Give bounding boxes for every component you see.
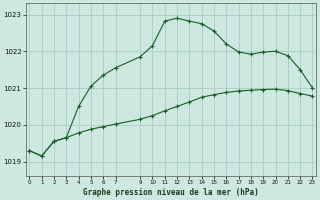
X-axis label: Graphe pression niveau de la mer (hPa): Graphe pression niveau de la mer (hPa) xyxy=(83,188,259,197)
